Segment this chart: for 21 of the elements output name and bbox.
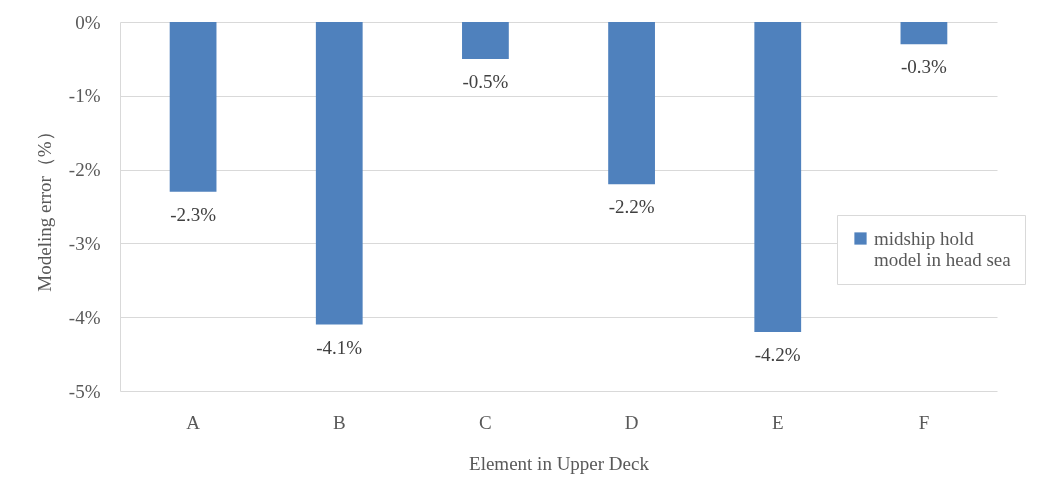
y-tick-label: -5% [68, 380, 101, 402]
data-label: -2.3% [170, 203, 217, 225]
x-axis-title: Element in Upper Deck [469, 452, 650, 474]
y-tick-label: -3% [68, 232, 101, 254]
y-tick-label: -2% [68, 159, 101, 181]
data-label: -0.3% [900, 56, 948, 78]
y-tick-label: -4% [68, 306, 101, 328]
x-tick-label: D [624, 411, 639, 433]
legend-label: midship hold model in head sea [874, 227, 1012, 270]
data-label: -0.5% [462, 70, 509, 92]
x-tick-label: A [186, 411, 201, 433]
data-label: -4.2% [754, 343, 801, 365]
y-tick-label: -1% [68, 85, 101, 107]
y-tick-label: 0% [75, 11, 101, 33]
y-axis-title: Modeling error（%） [33, 122, 55, 292]
data-label: -2.2% [608, 196, 655, 218]
data-label: -4.1% [316, 336, 363, 358]
x-tick-label: E [771, 411, 784, 433]
x-tick-label: C [479, 411, 492, 433]
x-tick-label: B [332, 411, 346, 433]
x-tick-label: F [918, 411, 930, 433]
